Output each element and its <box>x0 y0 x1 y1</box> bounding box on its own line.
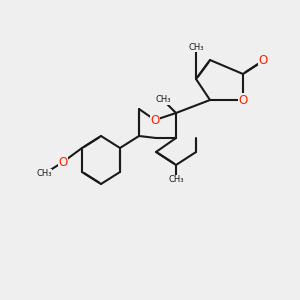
Text: O: O <box>58 155 68 169</box>
Text: CH₃: CH₃ <box>168 176 184 184</box>
Text: CH₃: CH₃ <box>36 169 52 178</box>
Text: O: O <box>238 94 247 106</box>
Text: CH₃: CH₃ <box>188 43 204 52</box>
Text: CH₃: CH₃ <box>155 95 171 104</box>
Text: O: O <box>150 113 160 127</box>
Text: O: O <box>258 55 268 68</box>
